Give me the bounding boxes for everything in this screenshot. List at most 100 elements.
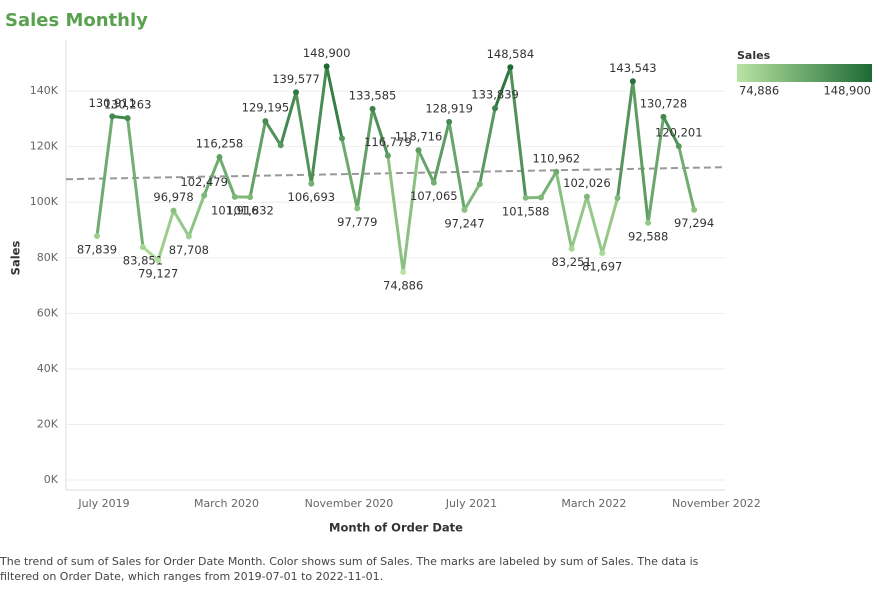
legend-title: Sales <box>737 49 771 62</box>
y-tick-label: 40K <box>37 362 59 375</box>
point <box>94 233 100 239</box>
point <box>262 118 268 124</box>
point <box>523 195 529 201</box>
y-tick-label: 140K <box>30 84 59 97</box>
y-tick-label: 0K <box>44 473 59 486</box>
point <box>140 244 146 250</box>
y-tick-label: 80K <box>37 251 59 264</box>
data-label: 118,716 <box>395 130 443 144</box>
x-tick-label: November 2022 <box>672 497 761 510</box>
data-label: 110,962 <box>533 151 581 165</box>
point <box>691 207 697 213</box>
point <box>293 89 299 95</box>
point <box>461 207 467 213</box>
point <box>615 195 621 201</box>
data-label: 120,201 <box>655 126 703 140</box>
data-label: 79,127 <box>138 267 178 281</box>
point <box>324 63 330 69</box>
data-label: 87,708 <box>169 243 209 257</box>
line-segment <box>250 121 265 197</box>
line-segment <box>296 92 311 183</box>
x-tick-label: July 2019 <box>77 497 129 510</box>
line-segment <box>602 198 617 253</box>
point <box>599 250 605 256</box>
point <box>477 181 483 187</box>
x-axis-title: Month of Order Date <box>329 521 463 535</box>
line-segment <box>265 121 280 145</box>
y-axis-title: Sales <box>9 241 23 276</box>
data-label: 97,779 <box>337 215 377 229</box>
data-label: 148,900 <box>303 46 351 60</box>
line-segment <box>128 118 143 247</box>
data-label: 96,978 <box>153 190 193 204</box>
line-segment <box>174 211 189 237</box>
data-label: 81,697 <box>582 260 622 274</box>
chart-title: Sales Monthly <box>5 10 148 31</box>
legend-max: 148,900 <box>823 84 871 98</box>
line-segment <box>97 116 112 236</box>
point <box>370 106 376 112</box>
point <box>446 119 452 125</box>
data-label: 129,195 <box>242 101 290 115</box>
data-label: 101,832 <box>226 204 274 218</box>
point <box>645 220 651 226</box>
data-label: 130,728 <box>640 96 688 110</box>
data-label: 97,247 <box>444 216 484 230</box>
point <box>201 192 207 198</box>
point <box>216 154 222 160</box>
y-tick-label: 60K <box>37 306 59 319</box>
point <box>278 142 284 148</box>
data-label: 97,294 <box>674 216 714 230</box>
x-tick-label: March 2022 <box>561 497 626 510</box>
data-label: 106,693 <box>288 190 336 204</box>
point <box>676 143 682 149</box>
trend-line <box>66 167 725 179</box>
data-label: 102,026 <box>563 176 611 190</box>
data-label: 101,588 <box>502 204 550 218</box>
caption: filtered on Order Date, which ranges fro… <box>0 570 383 583</box>
x-tick-label: March 2020 <box>194 497 259 510</box>
point <box>308 181 314 187</box>
point <box>630 78 636 84</box>
line-segment <box>618 81 633 198</box>
line-segment <box>679 146 694 210</box>
point <box>569 246 575 252</box>
line-segment <box>464 184 479 210</box>
point <box>354 205 360 211</box>
data-label: 148,584 <box>487 47 535 61</box>
data-label: 116,258 <box>196 137 244 151</box>
data-label: 130,263 <box>104 98 152 112</box>
y-tick-label: 20K <box>37 417 59 430</box>
x-tick-label: November 2020 <box>305 497 394 510</box>
point <box>186 233 192 239</box>
point <box>416 147 422 153</box>
point <box>385 153 391 159</box>
data-label: 92,588 <box>628 229 668 243</box>
point <box>507 64 513 70</box>
line-segment <box>572 197 587 249</box>
point <box>431 180 437 186</box>
point <box>109 113 115 119</box>
point <box>339 135 345 141</box>
line-segment <box>403 150 418 272</box>
point <box>400 269 406 275</box>
point <box>247 194 253 200</box>
point <box>553 169 559 175</box>
caption: The trend of sum of Sales for Order Date… <box>0 555 699 568</box>
y-tick-label: 120K <box>30 140 59 153</box>
point <box>155 257 161 263</box>
data-label: 107,065 <box>410 189 458 203</box>
y-tick-label: 100K <box>30 195 59 208</box>
line-segment <box>357 109 372 208</box>
data-label: 143,543 <box>609 61 657 75</box>
point <box>125 115 131 121</box>
data-label: 87,839 <box>77 243 117 257</box>
point <box>492 105 498 111</box>
point <box>584 194 590 200</box>
data-label: 74,886 <box>383 278 423 292</box>
point <box>538 195 544 201</box>
point <box>660 114 666 120</box>
point <box>232 194 238 200</box>
x-tick-label: July 2021 <box>445 497 497 510</box>
